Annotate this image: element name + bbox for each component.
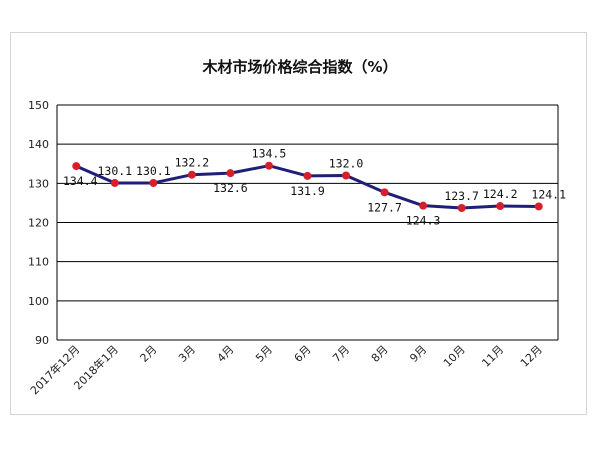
data-point (496, 202, 505, 211)
x-tick-label: 6月 (292, 343, 314, 365)
data-point (226, 169, 235, 178)
data-point (110, 178, 119, 187)
data-point (419, 201, 428, 210)
y-tick-label: 110 (28, 256, 49, 269)
x-tick-label: 2017年12月 (27, 342, 82, 397)
data-point (342, 171, 351, 180)
data-point (303, 171, 312, 180)
data-point (534, 202, 543, 211)
x-tick-label: 9月 (407, 343, 429, 365)
data-label: 131.9 (290, 184, 325, 198)
data-point (380, 188, 389, 197)
x-tick-label: 5月 (253, 343, 275, 365)
data-label: 132.6 (213, 181, 248, 195)
y-tick-label: 100 (28, 295, 49, 308)
y-tick-label: 150 (28, 99, 49, 112)
x-tick-label: 8月 (369, 343, 391, 365)
data-label: 124.2 (483, 187, 518, 201)
x-tick-label: 4月 (215, 343, 237, 365)
y-tick-label: 130 (28, 177, 49, 190)
data-label: 132.0 (329, 157, 364, 171)
x-tick-label: 11月 (479, 343, 506, 370)
x-tick-label: 3月 (176, 343, 198, 365)
data-label: 130.1 (136, 164, 171, 178)
data-label: 123.7 (444, 189, 479, 203)
y-tick-label: 120 (28, 217, 49, 230)
x-tick-label: 2月 (138, 343, 160, 365)
data-point (457, 204, 466, 213)
data-label: 127.7 (367, 200, 402, 214)
data-point (72, 162, 81, 171)
y-tick-label: 90 (35, 334, 49, 347)
data-label: 124.1 (531, 187, 566, 201)
data-label: 132.2 (175, 156, 210, 170)
data-label: 130.1 (97, 164, 132, 178)
y-tick-label: 140 (28, 138, 49, 151)
x-tick-label: 7月 (330, 343, 352, 365)
data-label: 134.4 (63, 174, 98, 188)
chart-title: 木材市场价格综合指数（%） (202, 58, 398, 76)
data-label: 134.5 (252, 147, 287, 161)
data-point (187, 170, 196, 179)
data-label: 124.3 (406, 214, 441, 228)
data-point (149, 178, 158, 187)
x-tick-label: 10月 (441, 343, 468, 370)
x-tick-label: 12月 (518, 343, 545, 370)
chart-frame (10, 32, 587, 415)
data-point (264, 161, 273, 170)
